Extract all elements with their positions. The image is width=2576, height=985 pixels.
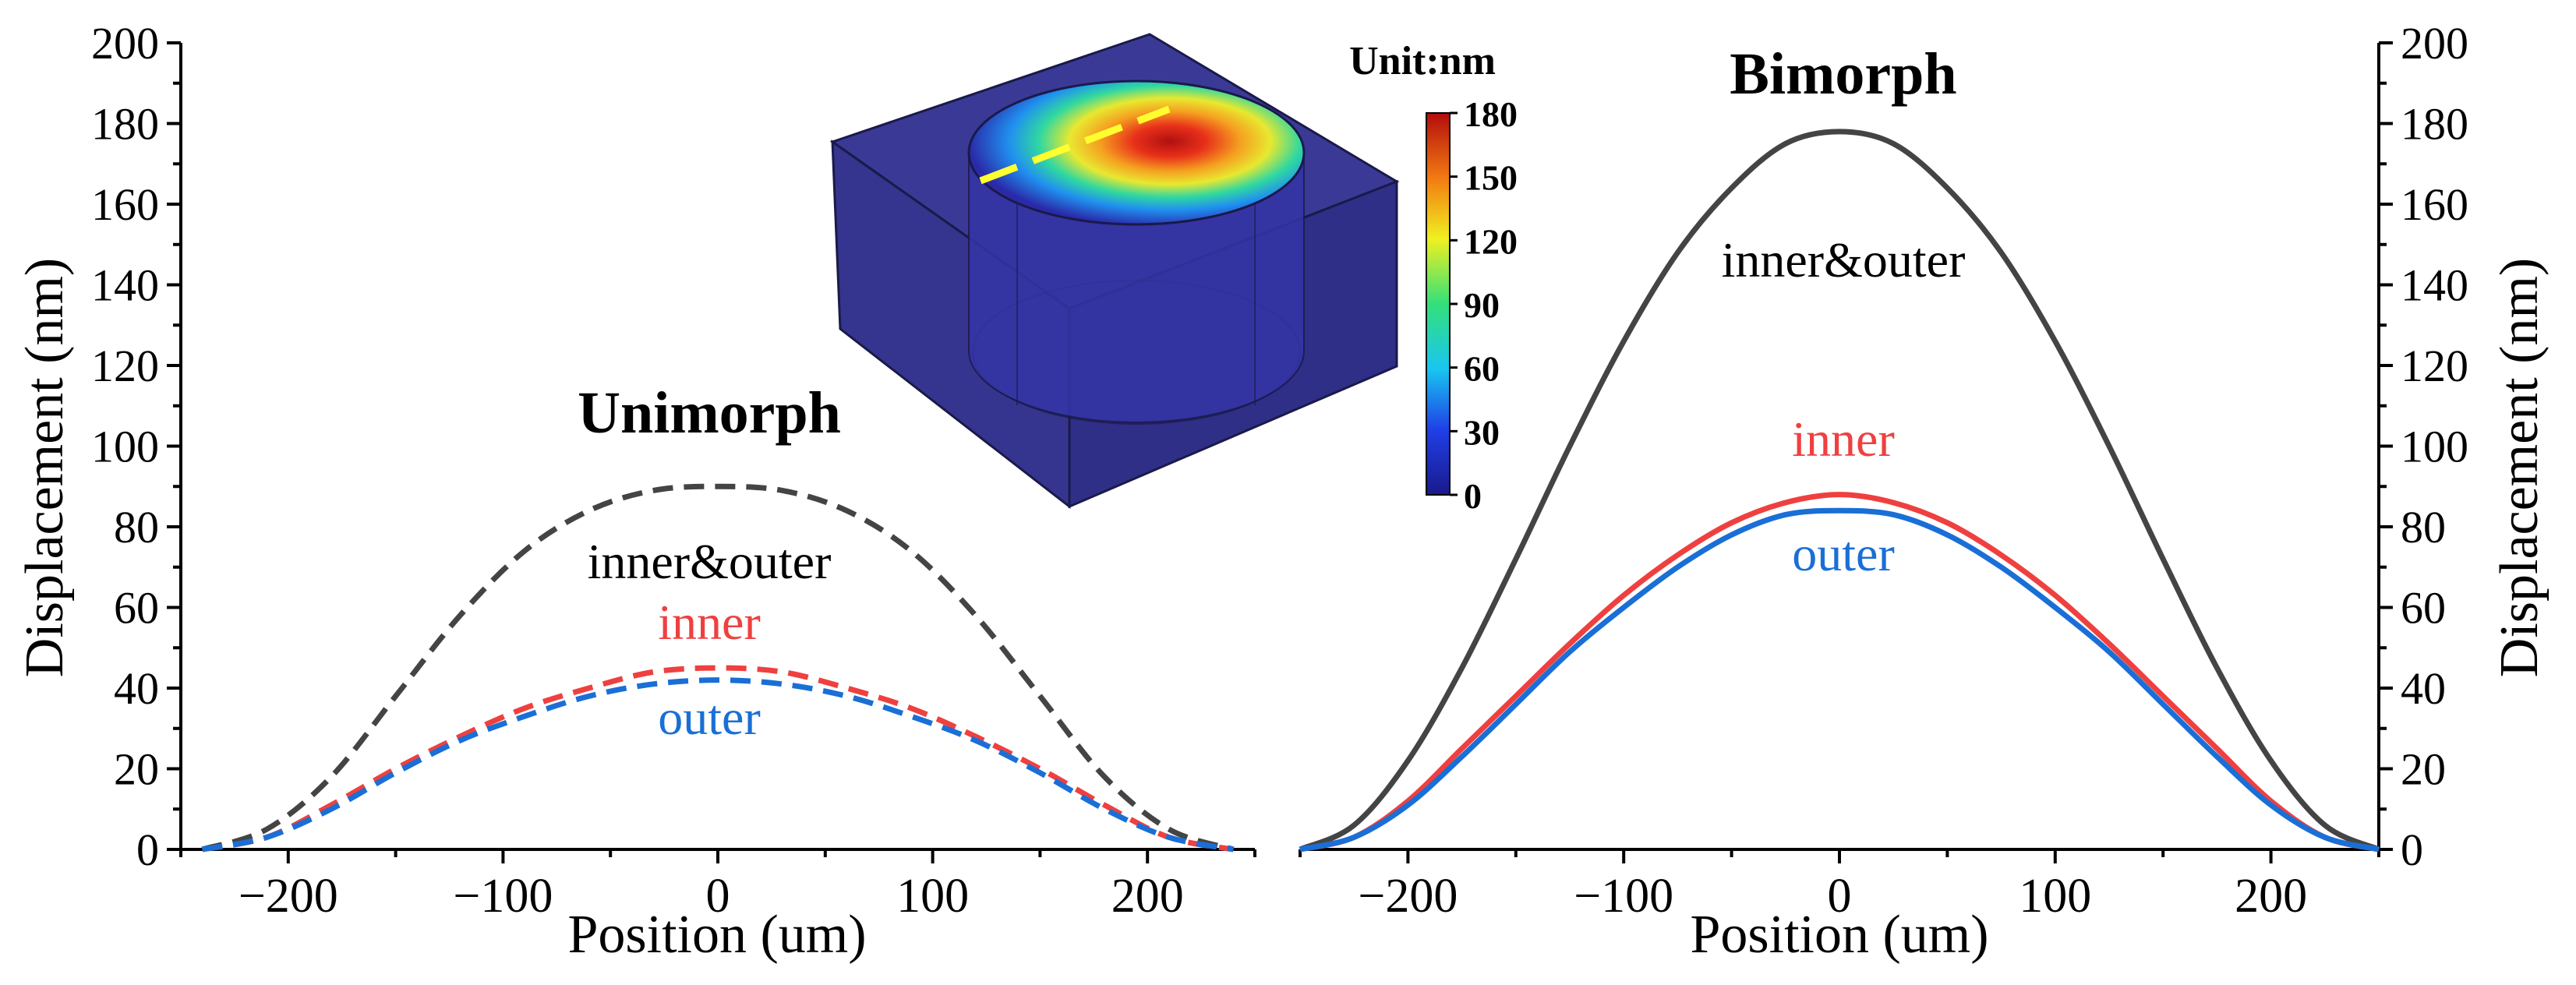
inset-cylinder-wall <box>968 152 1305 423</box>
inset-cylinder-top-surface <box>967 79 1306 226</box>
unimorph-label-outer: outer <box>658 690 761 745</box>
bimorph-x-tick-label: 200 <box>2235 870 2307 923</box>
bimorph-x-tick-label: 100 <box>2019 870 2091 923</box>
bimorph-y-tick-label: 140 <box>2401 260 2468 311</box>
unimorph-y-axis-label: Displacement (nm) <box>15 258 75 677</box>
unimorph-y-tick-label: 120 <box>91 341 159 391</box>
colorbar-tick-label: 30 <box>1464 412 1500 452</box>
colorbar-tick-label: 180 <box>1464 94 1518 134</box>
bimorph-label-outer: outer <box>1792 526 1895 581</box>
bimorph-y-tick-label: 20 <box>2401 744 2446 795</box>
bimorph-label-inner-outer: inner&outer <box>1722 232 1966 288</box>
bimorph-x-axis-label: Position (um) <box>1690 905 1988 965</box>
unimorph-y-tick-label: 80 <box>114 502 159 553</box>
bimorph-series-inner-outer-line <box>1299 129 2380 853</box>
bimorph-x-tick-label: −200 <box>1358 870 1458 923</box>
colorbar-tick-label: 0 <box>1464 476 1482 516</box>
unimorph-y-tick-label: 100 <box>91 422 159 472</box>
bimorph-y-tick-label: 200 <box>2401 18 2468 69</box>
colorbar-tick-label: 90 <box>1464 285 1500 325</box>
colorbar-gradient <box>1426 112 1451 496</box>
unimorph-label-inner: inner <box>658 595 761 650</box>
bimorph-y-tick-label: 80 <box>2401 502 2446 553</box>
bimorph-x-tick-label: −100 <box>1574 870 1673 923</box>
unimorph-chart: −200 −100 0 100 200 0 20 40 60 80 100 120 140 160 180 2… <box>15 18 1256 965</box>
bimorph-y-tick-label: 40 <box>2401 663 2446 714</box>
bimorph-y-tick-label: 120 <box>2401 341 2468 391</box>
bimorph-title: Bimorph <box>1730 41 1956 107</box>
unimorph-y-tick-label: 40 <box>114 663 159 714</box>
unimorph-series-inner-line <box>201 665 1235 853</box>
unimorph-y-tick-label: 140 <box>91 260 159 311</box>
bimorph-y-axis-label: Displacement (nm) <box>2489 258 2549 677</box>
colorbar-ticks: 180 150 120 90 60 30 0 <box>1450 94 1518 516</box>
bimorph-y-tick-label: 160 <box>2401 179 2468 230</box>
inset-3d-model <box>829 33 1400 510</box>
bimorph-y-tick-label: 100 <box>2401 422 2468 472</box>
bimorph-y-tick-label: 60 <box>2401 583 2446 634</box>
unimorph-y-tick-label: 20 <box>114 744 159 795</box>
bimorph-x-tick-label: 0 <box>1828 870 1852 923</box>
bimorph-series-outer-line <box>1299 507 2380 853</box>
unimorph-y-tick-label: 200 <box>91 18 159 69</box>
bimorph-label-inner: inner <box>1792 411 1895 467</box>
bimorph-y-tick-label: 180 <box>2401 99 2468 150</box>
bimorph-y-tick-label: 0 <box>2401 824 2423 875</box>
inset-cut-line <box>979 105 1171 185</box>
unimorph-x-tick-label: 100 <box>896 870 969 923</box>
bimorph-chart: −200 −100 0 100 200 0 20 40 60 80 100 120 140 160 180 2… <box>1299 18 2549 965</box>
unimorph-axes: −200 −100 0 100 200 0 20 40 60 80 100 120 140 160 180 2… <box>91 18 1256 923</box>
bimorph-axes: −200 −100 0 100 200 0 20 40 60 80 100 120 140 160 180 2… <box>1299 18 2468 923</box>
colorbar-title: Unit:nm <box>1349 39 1496 83</box>
unimorph-x-axis-label: Position (um) <box>567 905 866 965</box>
bimorph-series-inner-line <box>1299 492 2380 853</box>
unimorph-title: Unimorph <box>578 380 841 446</box>
unimorph-y-tick-label: 180 <box>91 99 159 150</box>
colorbar-tick-label: 120 <box>1464 221 1518 261</box>
bimorph-series-group <box>1299 129 2380 853</box>
unimorph-series-group <box>201 483 1235 853</box>
unimorph-series-inner-outer-line <box>201 483 1235 853</box>
unimorph-series-outer-line <box>201 677 1235 853</box>
unimorph-y-tick-label: 160 <box>91 179 159 230</box>
colorbar: Unit:nm 180 150 120 90 60 30 0 <box>1349 39 1518 516</box>
unimorph-x-tick-label: −100 <box>453 870 553 923</box>
unimorph-x-tick-label: 200 <box>1111 870 1184 923</box>
unimorph-x-tick-label: −200 <box>239 870 338 923</box>
unimorph-y-tick-label: 60 <box>114 583 159 634</box>
colorbar-tick-label: 60 <box>1464 349 1500 389</box>
unimorph-y-tick-label: 0 <box>136 824 159 875</box>
unimorph-label-inner-outer: inner&outer <box>588 534 832 589</box>
unimorph-x-tick-label: 0 <box>706 870 730 923</box>
colorbar-tick-label: 150 <box>1464 158 1518 198</box>
